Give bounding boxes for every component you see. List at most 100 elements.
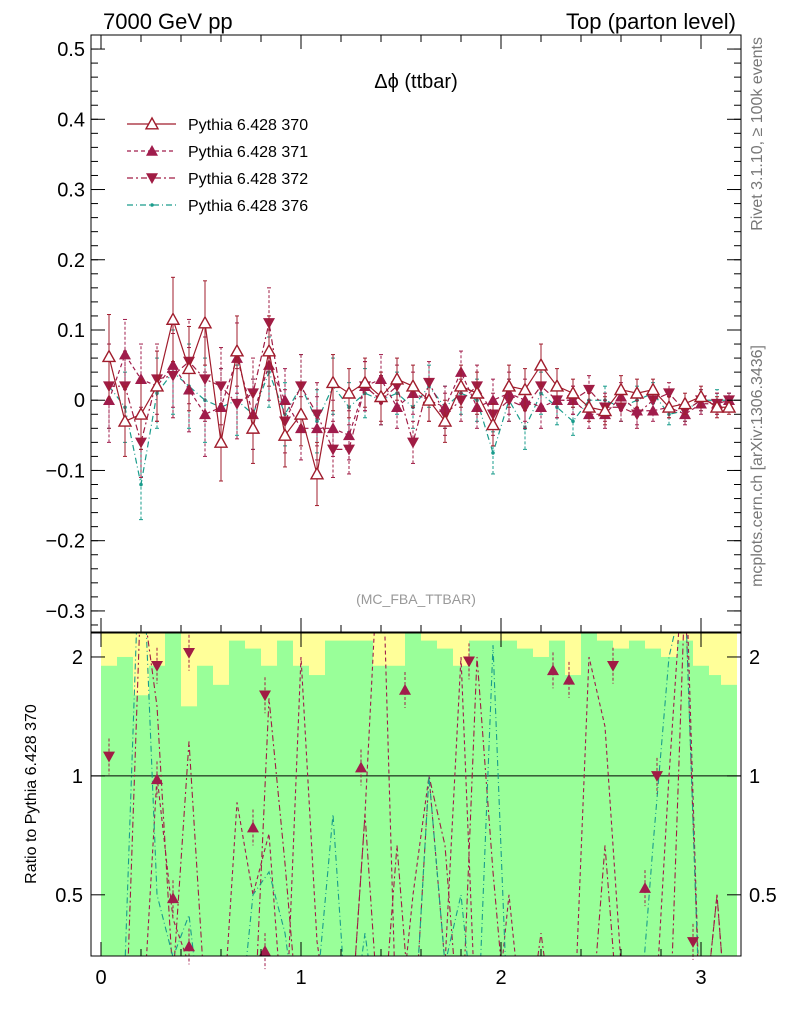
data-point xyxy=(583,384,595,396)
main-plot: −0.3−0.2−0.100.10.20.30.40.5 Δϕ (ttbar) … xyxy=(46,34,742,633)
ratio-point xyxy=(259,945,271,956)
legend-marker xyxy=(144,116,160,130)
data-point xyxy=(165,312,181,325)
series-line xyxy=(109,322,730,450)
data-point xyxy=(629,385,645,399)
data-point xyxy=(343,444,355,456)
ratio-band-inner xyxy=(117,656,133,956)
ratio-band-inner xyxy=(565,675,581,956)
series-line xyxy=(108,317,729,475)
ratio-ylabel: Ratio to Pythia 6.428 370 xyxy=(23,704,40,884)
data-point xyxy=(709,399,725,413)
data-point xyxy=(245,420,261,434)
ratio-point xyxy=(463,656,475,668)
series-line xyxy=(108,353,730,437)
ratio-band-inner xyxy=(661,656,677,956)
ratio-band-inner xyxy=(229,640,245,956)
ratio-band-inner xyxy=(389,665,405,956)
data-point xyxy=(723,394,735,406)
data-point xyxy=(135,373,147,384)
mcplots-label: mcplots.cern.ch [arXiv:1306.3436] xyxy=(749,345,766,587)
chart-title: Δϕ (ttbar) xyxy=(374,71,457,93)
legend-label: Pythia 6.428 371 xyxy=(188,144,308,161)
data-point xyxy=(229,343,245,357)
legend-label: Pythia 6.428 372 xyxy=(188,171,308,188)
ratio-band-inner xyxy=(341,640,357,956)
data-point xyxy=(311,422,323,434)
main-series-layer xyxy=(101,276,737,521)
legend-marker xyxy=(150,203,154,207)
y-tick-label: 0.1 xyxy=(57,320,85,342)
ratio-axes: 0 1 2 3 0.5 0.5 1 1 2 2 xyxy=(55,633,777,989)
ratio-y-tick-label: 2 xyxy=(72,647,83,669)
data-point xyxy=(197,315,213,329)
x-tick-label: 2 xyxy=(495,967,506,989)
data-point xyxy=(571,419,575,424)
ratio-series-layer xyxy=(103,633,723,970)
ratio-point xyxy=(151,773,163,785)
ratio-band-inner xyxy=(437,648,453,956)
series-0 xyxy=(101,276,737,507)
ratio-series-line xyxy=(127,633,723,956)
data-point xyxy=(663,388,675,400)
ratio-band-inner xyxy=(101,665,117,956)
ratio-point xyxy=(167,892,179,904)
ratio-point xyxy=(563,673,575,685)
data-point xyxy=(661,399,677,413)
ratio-band-inner xyxy=(357,640,373,956)
header-right: Top (parton level) xyxy=(566,9,736,34)
ratio-band-inner xyxy=(309,675,325,956)
ratio-band-inner xyxy=(325,640,341,956)
data-point xyxy=(167,359,179,370)
data-point xyxy=(119,348,131,360)
ratio-point xyxy=(183,647,195,659)
data-point xyxy=(231,398,243,410)
data-point xyxy=(261,343,277,357)
ratio-band-inner xyxy=(421,640,437,956)
data-point xyxy=(517,382,533,396)
ratio-band-inner xyxy=(597,640,613,956)
y-tick-label: 0 xyxy=(74,390,85,412)
x-tick-label: 0 xyxy=(95,967,106,989)
y-tick-label: −0.3 xyxy=(46,601,85,623)
header-left: 7000 GeV pp xyxy=(103,9,233,34)
data-point xyxy=(139,482,143,487)
ratio-band-inner xyxy=(293,665,309,956)
data-point xyxy=(581,399,597,413)
data-point xyxy=(391,401,403,413)
ratio-band-inner xyxy=(501,640,517,956)
series-2 xyxy=(103,287,735,478)
legend-label: Pythia 6.428 376 xyxy=(188,198,308,215)
ratio-band-inner xyxy=(677,640,693,956)
data-point xyxy=(279,394,291,406)
data-point xyxy=(373,389,389,403)
ratio-band-inner xyxy=(469,640,485,956)
y-tick-label: 0.4 xyxy=(57,109,85,131)
data-point xyxy=(341,385,357,399)
data-point xyxy=(117,413,133,427)
ratio-plot: 0 1 2 3 0.5 0.5 1 1 2 2 Ratio to Pythia 6.428 370 xyxy=(23,632,777,989)
ratio-y-tick-label-right: 2 xyxy=(749,647,760,669)
data-point xyxy=(437,413,453,427)
ratio-series-line xyxy=(146,633,723,956)
y-tick-label: −0.2 xyxy=(46,531,85,553)
ratio-band-inner xyxy=(693,665,709,956)
ratio-y-tick-label: 1 xyxy=(72,766,83,788)
data-point xyxy=(101,349,117,363)
data-point xyxy=(565,385,581,399)
ratio-point xyxy=(259,690,271,702)
data-point xyxy=(721,399,737,413)
y-tick-label: −0.1 xyxy=(46,460,85,482)
data-point xyxy=(485,417,501,431)
data-point xyxy=(213,434,229,448)
data-point xyxy=(647,404,659,416)
main-plot-frame xyxy=(90,34,742,633)
data-point xyxy=(277,427,293,441)
y-tick-label: 0.3 xyxy=(57,180,85,202)
data-point xyxy=(199,408,211,420)
data-point xyxy=(645,382,661,396)
data-point xyxy=(549,378,565,392)
watermark: (MC_FBA_TTBAR) xyxy=(356,591,476,607)
ratio-band-inner xyxy=(645,648,661,956)
